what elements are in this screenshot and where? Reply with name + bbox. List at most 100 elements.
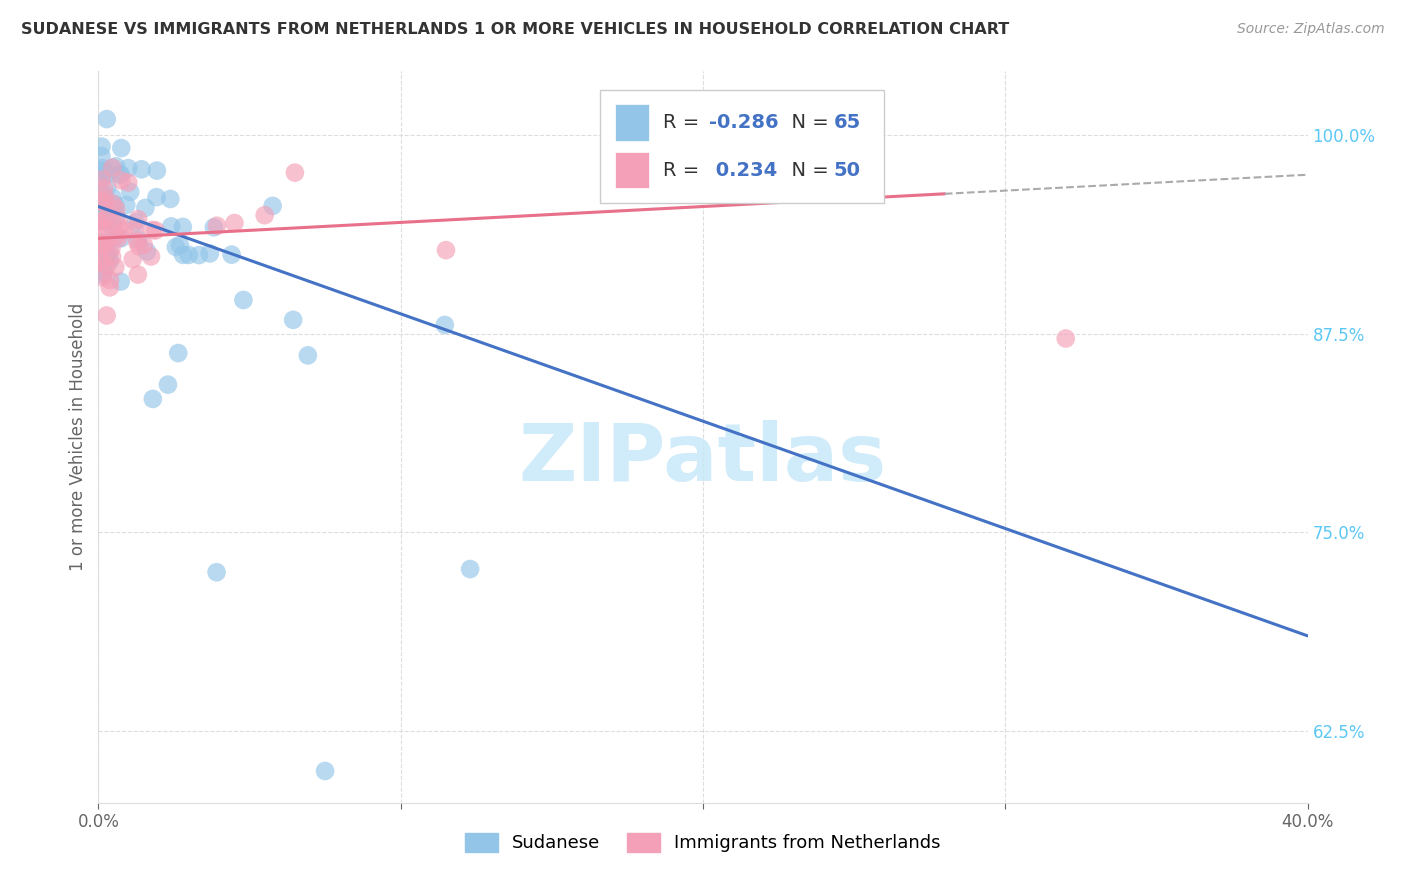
Point <box>94 213 117 227</box>
Point <box>90 238 112 252</box>
Point <box>90 214 112 228</box>
Point <box>90 200 112 214</box>
Point <box>90 255 112 269</box>
Point <box>124 223 146 237</box>
Point <box>156 377 179 392</box>
Point <box>434 243 457 257</box>
Point <box>96 112 118 126</box>
Point <box>127 235 149 249</box>
Point <box>105 209 128 223</box>
Point <box>121 252 143 267</box>
Text: -0.286: -0.286 <box>709 113 779 132</box>
Text: 50: 50 <box>834 161 860 179</box>
Point <box>94 190 117 204</box>
Point <box>98 253 121 268</box>
Point <box>110 231 132 245</box>
Point <box>93 264 115 278</box>
Point <box>117 176 139 190</box>
Point <box>314 764 336 778</box>
Point <box>101 250 124 264</box>
Point <box>134 201 156 215</box>
Point <box>91 172 114 186</box>
Point <box>117 161 139 175</box>
Point <box>172 219 194 234</box>
Point <box>90 210 112 224</box>
FancyBboxPatch shape <box>600 90 884 203</box>
Point <box>145 190 167 204</box>
Point <box>90 139 112 153</box>
Point <box>91 268 114 282</box>
Point <box>433 318 456 332</box>
Point <box>101 222 124 236</box>
Point <box>187 248 209 262</box>
Point <box>105 202 128 216</box>
Point <box>177 248 200 262</box>
Point <box>167 346 190 360</box>
Point <box>93 242 115 256</box>
Point <box>159 192 181 206</box>
Point <box>100 242 122 256</box>
Point <box>91 221 114 235</box>
Point <box>96 260 118 274</box>
Point <box>127 233 149 247</box>
Point <box>96 167 118 181</box>
Point <box>90 194 112 209</box>
Text: SUDANESE VS IMMIGRANTS FROM NETHERLANDS 1 OR MORE VEHICLES IN HOUSEHOLD CORRELAT: SUDANESE VS IMMIGRANTS FROM NETHERLANDS … <box>21 22 1010 37</box>
Point <box>107 231 129 245</box>
Point <box>169 238 191 252</box>
Point <box>101 190 124 204</box>
Point <box>131 162 153 177</box>
Point <box>283 313 305 327</box>
Point <box>101 161 124 175</box>
Text: N =: N = <box>779 113 835 132</box>
Point <box>145 223 167 237</box>
Text: R =: R = <box>664 161 706 179</box>
Y-axis label: 1 or more Vehicles in Household: 1 or more Vehicles in Household <box>69 303 87 571</box>
Point <box>108 167 131 181</box>
Point <box>284 166 307 180</box>
Point <box>112 223 135 237</box>
Point <box>141 223 163 237</box>
Point <box>458 562 481 576</box>
Point <box>93 196 115 211</box>
Point <box>91 161 114 176</box>
Point <box>104 197 127 211</box>
Point <box>98 273 121 287</box>
Point <box>90 214 112 228</box>
Point <box>105 227 128 242</box>
Point <box>91 186 114 200</box>
Point <box>297 348 319 362</box>
Text: 65: 65 <box>834 113 860 132</box>
Point <box>262 199 284 213</box>
Point <box>96 309 118 323</box>
Text: N =: N = <box>779 161 835 179</box>
Point <box>90 149 112 163</box>
Point <box>120 185 142 199</box>
Point <box>124 215 146 229</box>
Point <box>91 270 114 285</box>
Point <box>107 213 129 227</box>
Point <box>127 212 149 227</box>
Point <box>127 268 149 282</box>
Point <box>128 239 150 253</box>
Point <box>101 196 124 211</box>
Point <box>232 293 254 307</box>
Point <box>160 219 183 234</box>
Text: ZIPatlas: ZIPatlas <box>519 420 887 498</box>
Point <box>253 208 276 222</box>
Point <box>224 216 246 230</box>
Point <box>110 141 132 155</box>
Point <box>93 181 115 195</box>
Point <box>104 260 127 275</box>
Point <box>136 244 159 259</box>
Point <box>132 237 155 252</box>
Point <box>146 163 169 178</box>
Point <box>110 173 132 187</box>
Bar <box>614 152 648 188</box>
Point <box>101 161 124 175</box>
Point <box>1054 331 1077 345</box>
Point <box>90 253 112 268</box>
Point <box>96 211 118 226</box>
Point <box>104 159 127 173</box>
Point <box>98 244 121 259</box>
